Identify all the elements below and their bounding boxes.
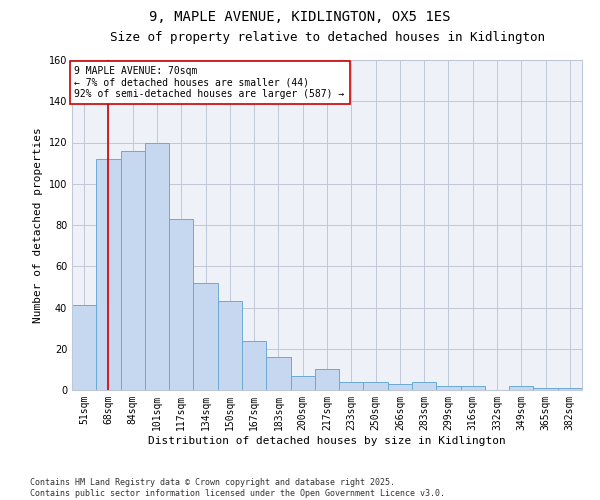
Bar <box>193 283 218 390</box>
Bar <box>461 386 485 390</box>
Bar <box>242 340 266 390</box>
Bar <box>315 370 339 390</box>
Bar <box>339 382 364 390</box>
Text: 9, MAPLE AVENUE, KIDLINGTON, OX5 1ES: 9, MAPLE AVENUE, KIDLINGTON, OX5 1ES <box>149 10 451 24</box>
Bar <box>145 142 169 390</box>
Bar <box>96 159 121 390</box>
Bar <box>558 388 582 390</box>
Bar <box>509 386 533 390</box>
Bar <box>266 357 290 390</box>
Title: Size of property relative to detached houses in Kidlington: Size of property relative to detached ho… <box>110 30 545 44</box>
Bar <box>533 388 558 390</box>
Text: 9 MAPLE AVENUE: 70sqm
← 7% of detached houses are smaller (44)
92% of semi-detac: 9 MAPLE AVENUE: 70sqm ← 7% of detached h… <box>74 66 344 100</box>
Bar <box>121 151 145 390</box>
Bar <box>364 382 388 390</box>
Bar <box>412 382 436 390</box>
Y-axis label: Number of detached properties: Number of detached properties <box>33 127 43 323</box>
Text: Contains HM Land Registry data © Crown copyright and database right 2025.
Contai: Contains HM Land Registry data © Crown c… <box>30 478 445 498</box>
Bar <box>388 384 412 390</box>
Bar <box>72 306 96 390</box>
Bar <box>218 302 242 390</box>
Bar <box>290 376 315 390</box>
Bar <box>436 386 461 390</box>
X-axis label: Distribution of detached houses by size in Kidlington: Distribution of detached houses by size … <box>148 436 506 446</box>
Bar <box>169 219 193 390</box>
